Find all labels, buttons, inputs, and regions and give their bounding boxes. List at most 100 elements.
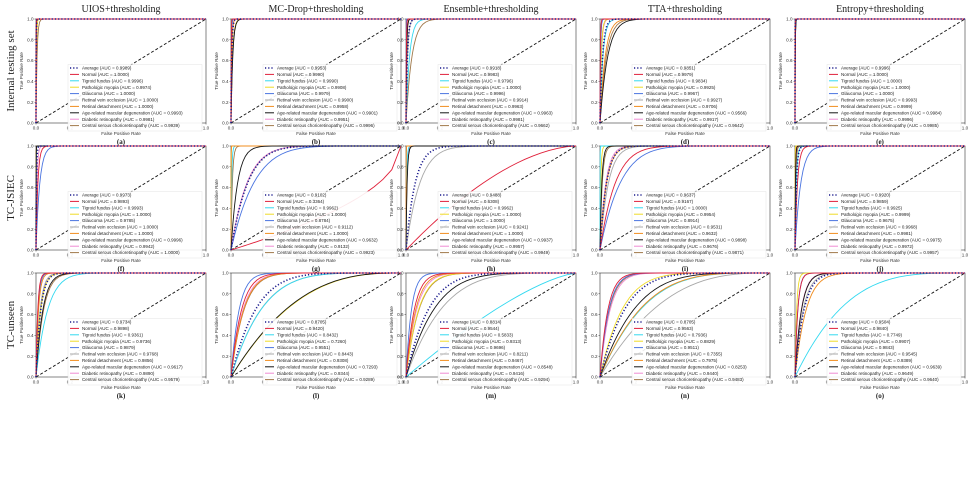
panel-label: (h): [487, 265, 496, 273]
legend-entry-retinal-detachment: Retinal detachment (AUC = 1.0000): [452, 231, 524, 236]
legend-entry-central-serous-chorioretinopathy: Central serous chorioretinopathy (AUC = …: [82, 377, 180, 382]
y-tick-label: 0.8: [397, 291, 404, 296]
legend-entry-age-related-macular-degeneration: Age-related macular degeneration (AUC = …: [82, 237, 183, 242]
legend-entry-glaucoma: Glaucoma (AUC = 0.9551): [277, 345, 331, 350]
legend-entry-average: Average (AUC = 0.8705): [277, 320, 327, 325]
y-tick-label: 0.8: [786, 37, 793, 42]
legend-entry-age-related-macular-degeneration: Age-related macular degeneration (AUC = …: [841, 237, 942, 242]
y-tick-label: 0.2: [222, 100, 229, 105]
y-tick-label: 0.2: [397, 227, 404, 232]
legend-entry-central-serous-chorioretinopathy: Central serous chorioretinopathy (AUC = …: [452, 377, 550, 382]
y-tick-label: 0.6: [222, 312, 229, 317]
legend-entry-age-related-macular-degeneration: Age-related macular degeneration (AUC = …: [277, 364, 378, 369]
y-tick-label: 0.8: [786, 291, 793, 296]
legend-entry-central-serous-chorioretinopathy: Central serous chorioretinopathy (AUC = …: [277, 377, 375, 382]
legend-entry-retinal-detachment: Retinal detachment (AUC = 0.9856): [82, 358, 154, 363]
legend-entry-age-related-macular-degeneration: Age-related macular degeneration (AUC = …: [841, 110, 942, 115]
panel-label: (o): [876, 392, 885, 400]
y-tick-label: 0.8: [397, 164, 404, 169]
legend-entry-diabetic-retinopathy: Diabetic retinopathy (AUC = 0.9996): [841, 117, 914, 122]
y-tick-label: 0.2: [786, 100, 793, 105]
roc-panel-k: 0.00.20.40.60.81.00.00.20.40.60.81.0Fals…: [19, 271, 210, 400]
panel-label: (j): [877, 265, 885, 273]
x-tick-label: 1.0: [398, 126, 405, 131]
legend-entry-retinal-detachment: Retinal detachment (AUC = 0.9389): [841, 358, 913, 363]
legend-entry-average: Average (AUC = 0.9851): [646, 66, 696, 71]
x-tick-label: 1.0: [962, 253, 969, 258]
y-tick-label: 0.0: [397, 121, 404, 126]
y-tick-label: 0.8: [591, 164, 598, 169]
legend-entry-normal: Normal (AUC = 0.9979): [646, 72, 694, 77]
y-axis-label: True Positive Rate: [778, 306, 783, 344]
y-axis-label: True Positive Rate: [214, 306, 219, 344]
legend-entry-average: Average (AUC = 0.8705): [646, 320, 696, 325]
legend-entry-retinal-detachment: Retinal detachment (AUC = 0.9999): [841, 104, 913, 109]
y-tick-label: 0.6: [591, 312, 598, 317]
legend-entry-tigroid-fundus: Tigroid fundus (AUC = 0.9996): [82, 78, 143, 83]
legend-entry-glaucoma: Glaucoma (AUC = 1.0000): [841, 91, 895, 96]
legend-entry-diabetic-retinopathy: Diabetic retinopathy (AUC = 0.9942): [82, 244, 155, 249]
y-axis-label: True Positive Rate: [389, 52, 394, 90]
legend-entry-pathologic-myopia: Pathologic myopia (AUC = 1.0000): [452, 85, 522, 90]
legend-box: [262, 64, 398, 132]
legend-box: [826, 318, 962, 386]
y-tick-label: 0.0: [786, 375, 793, 380]
x-axis-label: False Positive Rate: [101, 385, 141, 390]
legend-box: [67, 64, 203, 132]
legend-entry-tigroid-fundus: Tigroid fundus (AUC = 0.5833): [452, 332, 513, 337]
legend-entry-average: Average (AUC = 0.9488): [452, 193, 502, 198]
legend-entry-retinal-detachment: Retinal detachment (AUC = 0.7975): [646, 358, 718, 363]
roc-panel-h: 0.00.20.40.60.81.00.00.20.40.60.81.0Fals…: [389, 144, 580, 273]
y-tick-label: 0.4: [397, 206, 404, 211]
y-axis-label: True Positive Rate: [214, 179, 219, 217]
y-tick-label: 0.0: [397, 375, 404, 380]
legend-entry-glaucoma: Glaucoma (AUC = 0.9996): [452, 91, 506, 96]
legend-entry-central-serous-chorioretinopathy: Central serous chorioretinopathy (AUC = …: [452, 123, 550, 128]
y-tick-label: 0.4: [222, 79, 229, 84]
y-tick-label: 0.6: [27, 58, 34, 63]
x-tick-label: 0.0: [33, 126, 40, 131]
y-tick-label: 0.6: [786, 58, 793, 63]
x-tick-label: 1.0: [767, 380, 774, 385]
legend-entry-normal: Normal (AUC = 0.9544): [452, 326, 500, 331]
roc-panel-g: 0.00.20.40.60.81.00.00.20.40.60.81.0Fals…: [214, 144, 405, 273]
y-tick-label: 1.0: [27, 271, 34, 276]
y-tick-label: 0.2: [27, 100, 34, 105]
y-tick-label: 0.8: [222, 164, 229, 169]
legend-entry-central-serous-chorioretinopathy: Central serous chorioretinopathy (AUC = …: [841, 123, 939, 128]
y-tick-label: 0.2: [591, 100, 598, 105]
y-tick-label: 0.2: [397, 100, 404, 105]
legend-entry-pathologic-myopia: Pathologic myopia (AUC = 1.0000): [82, 212, 152, 217]
legend-entry-age-related-macular-degeneration: Age-related macular degeneration (AUC = …: [452, 110, 553, 115]
x-axis-label: False Positive Rate: [471, 258, 511, 263]
legend-entry-central-serous-chorioretinopathy: Central serous chorioretinopathy (AUC = …: [646, 377, 744, 382]
legend-entry-central-serous-chorioretinopathy: Central serous chorioretinopathy (AUC = …: [841, 250, 939, 255]
legend-entry-diabetic-retinopathy: Diabetic retinopathy (AUC = 0.9344): [277, 371, 350, 376]
y-tick-label: 0.0: [591, 121, 598, 126]
x-tick-label: 1.0: [573, 126, 580, 131]
y-tick-label: 0.8: [397, 37, 404, 42]
legend-entry-normal: Normal (AUC = 0.9859): [841, 199, 889, 204]
legend-entry-age-related-macular-degeneration: Age-related macular degeneration (AUC = …: [646, 364, 747, 369]
x-tick-label: 0.0: [33, 380, 40, 385]
legend-entry-average: Average (AUC = 0.9953): [277, 66, 327, 71]
legend-box: [437, 318, 573, 386]
y-tick-label: 0.0: [222, 248, 229, 253]
legend-entry-glaucoma: Glaucoma (AUC = 1.0000): [82, 91, 136, 96]
legend-box: [631, 191, 767, 259]
legend-entry-pathologic-myopia: Pathologic myopia (AUC = 0.9736): [82, 339, 152, 344]
legend-entry-average: Average (AUC = 0.9973): [82, 193, 132, 198]
legend-box: [262, 318, 398, 386]
legend-entry-retinal-vein-occlusion: Retinal vein occlusion (AUC = 0.9545): [841, 352, 918, 357]
legend-entry-average: Average (AUC = 0.9918): [452, 66, 502, 71]
roc-curve-normal: [599, 272, 770, 378]
x-tick-label: 1.0: [767, 126, 774, 131]
legend-entry-age-related-macular-degeneration: Age-related macular degeneration (AUC = …: [646, 110, 747, 115]
column-title-2: Ensemble+thresholding: [443, 4, 538, 15]
legend-entry-retinal-detachment: Retinal detachment (AUC = 1.0000): [82, 231, 154, 236]
roc-curve-average: [230, 272, 401, 378]
legend-entry-normal: Normal (AUC = 0.9898): [82, 326, 130, 331]
y-tick-label: 1.0: [591, 17, 598, 22]
y-tick-label: 0.8: [786, 164, 793, 169]
roc-panel-l: 0.00.20.40.60.81.00.00.20.40.60.81.0Fals…: [214, 271, 405, 400]
